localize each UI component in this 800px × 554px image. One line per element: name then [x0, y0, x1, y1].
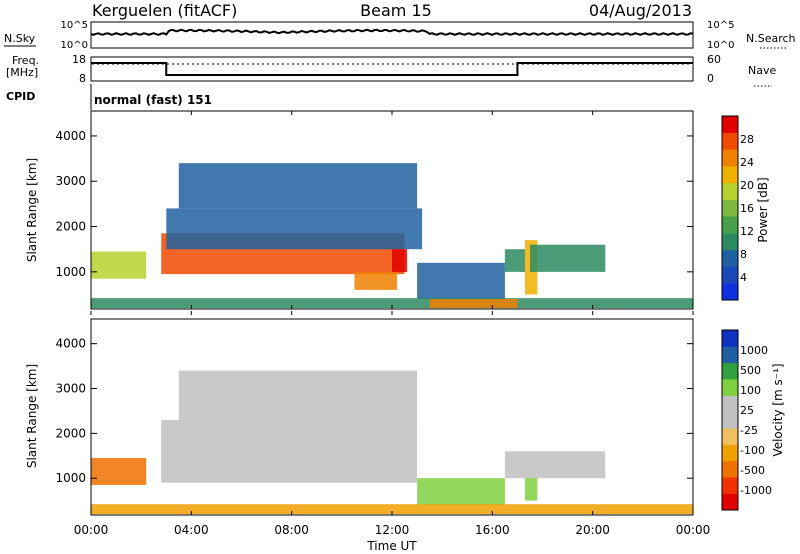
- y-tick-label: 4000: [55, 129, 86, 143]
- colorbar-tick-label: 4: [740, 271, 747, 284]
- x-tick-label: 12:00: [375, 523, 410, 537]
- beam-title: Beam 15: [360, 1, 432, 20]
- colorbar-swatch: [722, 411, 738, 429]
- colorbar-frame: [721, 329, 739, 511]
- nsky-label: N.Sky: [4, 32, 36, 45]
- heatmap-region: [429, 299, 518, 309]
- heatmap-region: [91, 504, 693, 515]
- x-tick-label: 00:00: [74, 523, 109, 537]
- y-tick-label: 2000: [55, 426, 86, 440]
- colorbar-swatch: [722, 116, 738, 133]
- heatmap-region: [91, 251, 147, 279]
- colorbar-swatch: [722, 216, 738, 234]
- x-tick-label: 08:00: [274, 523, 309, 537]
- power-ylabel: Slant Range [km]: [25, 158, 39, 262]
- heatmap-region: [91, 298, 693, 309]
- heatmap-region: [161, 419, 417, 483]
- freq-panel-frame: [90, 56, 694, 82]
- y-tick-label: 1000: [55, 471, 86, 485]
- colorbar-tick-label: 8: [740, 248, 747, 261]
- heatmap-region: [530, 244, 606, 272]
- colorbar-swatch: [722, 379, 738, 396]
- nave-label: Nave: [748, 64, 776, 77]
- cpid-text: normal (fast) 151: [94, 93, 212, 107]
- velocity-ylabel: Slant Range [km]: [25, 364, 39, 468]
- heatmap-region: [504, 249, 525, 272]
- nsky-trace: [90, 28, 694, 36]
- colorbar-tick-label: 1000: [740, 344, 768, 357]
- y-tick-label: 3000: [55, 382, 86, 396]
- colorbar-tick-label: 100: [740, 384, 761, 397]
- heatmap-region: [504, 451, 606, 479]
- x-tick-label: 00:00: [676, 523, 711, 537]
- heatmap-region: [178, 163, 418, 209]
- x-tick-label: 16:00: [475, 523, 510, 537]
- x-tick-label: 04:00: [174, 523, 209, 537]
- heatmap-region: [417, 262, 505, 299]
- heatmap-region: [91, 458, 147, 485]
- colorbar-swatch: [722, 166, 738, 184]
- colorbar-swatch: [722, 346, 738, 364]
- station-title: Kerguelen (fitACF): [92, 1, 237, 20]
- colorbar-swatch: [722, 395, 738, 413]
- colorbar-swatch: [722, 428, 738, 445]
- colorbar-tick-label: 16: [740, 202, 754, 215]
- heatmap-region: [354, 271, 397, 290]
- freq-label: Freq.: [12, 54, 39, 67]
- y-tick-label: 4000: [55, 337, 86, 351]
- freq-tick-top: 18: [72, 53, 86, 66]
- heatmap-region: [178, 370, 418, 420]
- colorbar-tick-label: -500: [740, 464, 765, 477]
- nsky-tick-top: 10^5: [61, 20, 88, 31]
- cpid-label: CPID: [6, 90, 35, 103]
- x-axis-label: Time UT: [366, 539, 417, 553]
- y-tick-label: 2000: [55, 220, 86, 234]
- colorbar-swatch: [722, 283, 738, 301]
- colorbar-swatch: [722, 477, 738, 494]
- colorbar-swatch: [722, 362, 738, 380]
- freq-trace: [91, 62, 693, 76]
- colorbar-swatch: [722, 493, 738, 511]
- y-tick-label: 3000: [55, 174, 86, 188]
- nsearch-tick-top: 10^5: [707, 20, 734, 31]
- velocity-colorbar-label: Velocity [m s⁻¹]: [771, 363, 785, 456]
- nsearch-label: N.Search: [746, 32, 796, 45]
- colorbar-tick-label: 500: [740, 364, 761, 377]
- colorbar-tick-label: -100: [740, 444, 765, 457]
- colorbar-frame: [721, 115, 739, 301]
- x-tick-label: 20:00: [575, 523, 610, 537]
- colorbar-swatch: [722, 330, 738, 347]
- y-tick-label: 1000: [55, 265, 86, 279]
- heatmap-region: [417, 478, 505, 506]
- freq-unit-label: [MHz]: [6, 66, 38, 79]
- colorbar-swatch: [722, 460, 738, 478]
- heatmap-region: [392, 249, 408, 272]
- power-colorbar-label: Power [dB]: [756, 177, 770, 242]
- heatmap-region: [166, 208, 423, 250]
- colorbar-tick-label: 25: [740, 404, 754, 417]
- nsky-tick-bottom: 10^0: [61, 40, 88, 51]
- freq-tick-bottom: 8: [79, 72, 86, 85]
- colorbar-swatch: [722, 444, 738, 462]
- colorbar-swatch: [722, 233, 738, 251]
- nsearch-tick-bottom: 10^0: [707, 40, 734, 51]
- colorbar-tick-label: 24: [740, 156, 754, 169]
- colorbar-swatch: [722, 149, 738, 167]
- colorbar-tick-label: 28: [740, 133, 754, 146]
- colorbar-tick-label: 20: [740, 179, 754, 192]
- nave-tick-top: 60: [707, 53, 721, 66]
- heatmap-region: [524, 478, 538, 501]
- date-title: 04/Aug/2013: [589, 1, 692, 20]
- colorbar-tick-label: 12: [740, 225, 754, 238]
- colorbar-swatch: [722, 199, 738, 217]
- colorbar-swatch: [722, 182, 738, 200]
- colorbar-swatch: [722, 132, 738, 150]
- colorbar-swatch: [722, 266, 738, 284]
- colorbar-tick-label: -1000: [740, 484, 772, 497]
- colorbar-tick-label: -25: [740, 424, 758, 437]
- nave-tick-bottom: 0: [707, 72, 714, 85]
- colorbar-swatch: [722, 249, 738, 267]
